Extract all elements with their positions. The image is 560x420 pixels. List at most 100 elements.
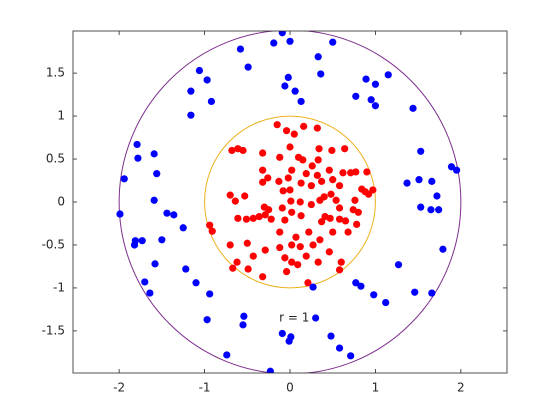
point: [226, 241, 234, 249]
point: [354, 208, 362, 216]
point: [244, 265, 252, 273]
point: [325, 166, 333, 174]
point: [192, 279, 200, 287]
point: [233, 258, 241, 266]
point: [335, 344, 344, 352]
point: [290, 130, 298, 138]
point: [287, 333, 295, 341]
point: [286, 143, 294, 151]
point: [320, 193, 328, 201]
point: [163, 209, 171, 217]
point: [329, 228, 337, 236]
point: [297, 97, 305, 106]
point: [146, 289, 154, 297]
point: [353, 220, 361, 228]
point: [278, 31, 286, 37]
point: [275, 177, 283, 185]
point: [409, 104, 417, 112]
point: [452, 166, 461, 174]
plot-area: [116, 31, 462, 373]
x-tick-label: 2: [457, 381, 465, 395]
point: [302, 170, 310, 178]
point: [314, 53, 322, 61]
point: [158, 236, 166, 244]
point: [297, 179, 305, 187]
x-tick-label: -2: [113, 381, 125, 395]
point: [352, 279, 360, 287]
point: [228, 146, 236, 155]
point: [313, 171, 321, 179]
point: [435, 206, 443, 214]
point: [138, 237, 146, 245]
point: [297, 212, 305, 220]
point: [150, 150, 158, 158]
point: [315, 145, 323, 153]
point: [182, 265, 190, 273]
point: [206, 290, 214, 298]
point: [241, 192, 249, 200]
point: [332, 196, 340, 204]
point: [307, 182, 315, 190]
point: [325, 248, 333, 256]
point: [276, 228, 284, 236]
point: [208, 227, 216, 235]
x-tick-label: 0: [286, 381, 294, 395]
y-tick-label: 0: [57, 195, 65, 209]
point: [339, 169, 347, 177]
point: [226, 191, 234, 199]
point: [428, 177, 436, 185]
point: [203, 76, 211, 84]
point: [382, 298, 390, 307]
point: [361, 188, 369, 196]
point: [288, 258, 296, 266]
point: [170, 211, 178, 219]
point: [403, 179, 411, 187]
point: [326, 214, 334, 222]
point: [284, 174, 292, 182]
point: [318, 218, 326, 226]
point: [134, 154, 142, 162]
point: [206, 221, 214, 229]
point: [187, 111, 195, 119]
annotation: r = 1: [279, 311, 309, 325]
point: [352, 92, 360, 100]
point: [371, 80, 380, 88]
point: [352, 168, 360, 176]
point: [302, 252, 310, 260]
point: [264, 174, 272, 182]
point: [335, 204, 344, 212]
point: [344, 228, 352, 236]
point: [318, 177, 326, 185]
point: [130, 241, 139, 249]
point: [273, 121, 281, 129]
point: [234, 214, 242, 222]
point: [223, 351, 231, 359]
point: [309, 241, 317, 249]
point: [279, 187, 287, 195]
point: [240, 312, 248, 320]
point: [150, 196, 158, 204]
point: [369, 186, 377, 194]
y-tick-label: 0.5: [46, 152, 65, 166]
x-tick-label: 1: [372, 381, 380, 395]
point: [243, 239, 251, 247]
point: [329, 38, 337, 46]
point: [439, 245, 447, 253]
y-tick-label: -1.5: [42, 323, 65, 337]
point: [120, 175, 128, 183]
point: [357, 282, 365, 290]
point: [249, 214, 257, 222]
point: [203, 316, 211, 324]
point: [305, 228, 313, 236]
point: [242, 215, 251, 223]
point: [415, 176, 423, 184]
point: [239, 146, 247, 155]
point: [239, 321, 247, 329]
point: [236, 45, 245, 53]
point: [244, 63, 252, 71]
point: [299, 156, 307, 164]
point: [394, 261, 403, 269]
point: [328, 146, 336, 155]
point: [309, 283, 317, 291]
point: [384, 71, 392, 79]
